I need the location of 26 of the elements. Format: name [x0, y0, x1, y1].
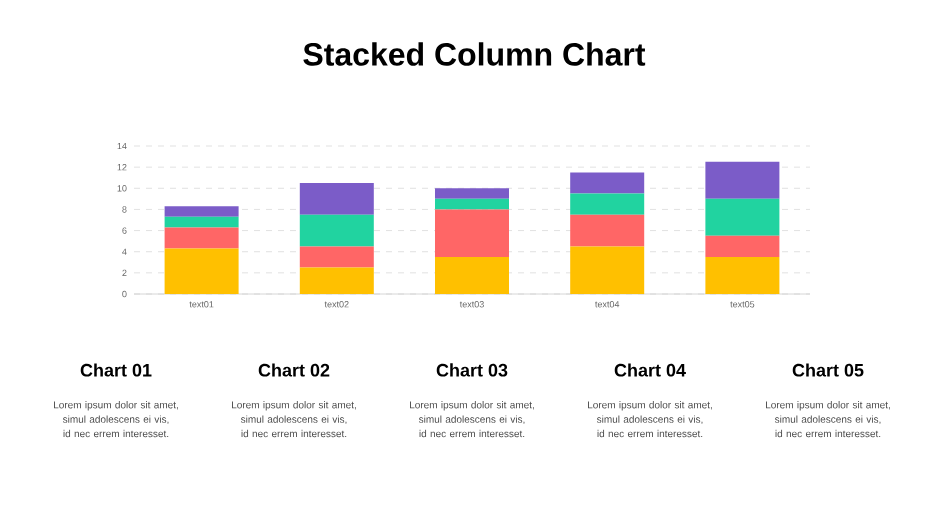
bar	[570, 172, 645, 194]
bar	[299, 214, 374, 247]
bar	[299, 246, 374, 268]
bar	[164, 227, 239, 249]
caption: Chart 03	[436, 363, 508, 377]
bar	[705, 161, 780, 199]
bar	[435, 257, 509, 294]
caption: Chart 02	[258, 363, 330, 377]
bar	[435, 188, 509, 199]
bar	[299, 183, 374, 215]
bar	[435, 198, 509, 210]
bar	[705, 235, 780, 257]
bar	[570, 193, 645, 215]
caption: Chart 04	[614, 363, 686, 377]
caption: Chart 01	[80, 363, 152, 377]
bar	[570, 214, 645, 247]
bar	[435, 209, 509, 257]
bar	[705, 198, 780, 236]
bar	[164, 216, 239, 228]
bar	[164, 206, 239, 217]
bar	[705, 257, 780, 294]
caption: Chart 05	[792, 363, 864, 377]
bar	[570, 246, 645, 294]
bar	[299, 267, 374, 294]
bar	[164, 248, 239, 294]
chart-title: Stacked Column Chart	[303, 42, 646, 66]
